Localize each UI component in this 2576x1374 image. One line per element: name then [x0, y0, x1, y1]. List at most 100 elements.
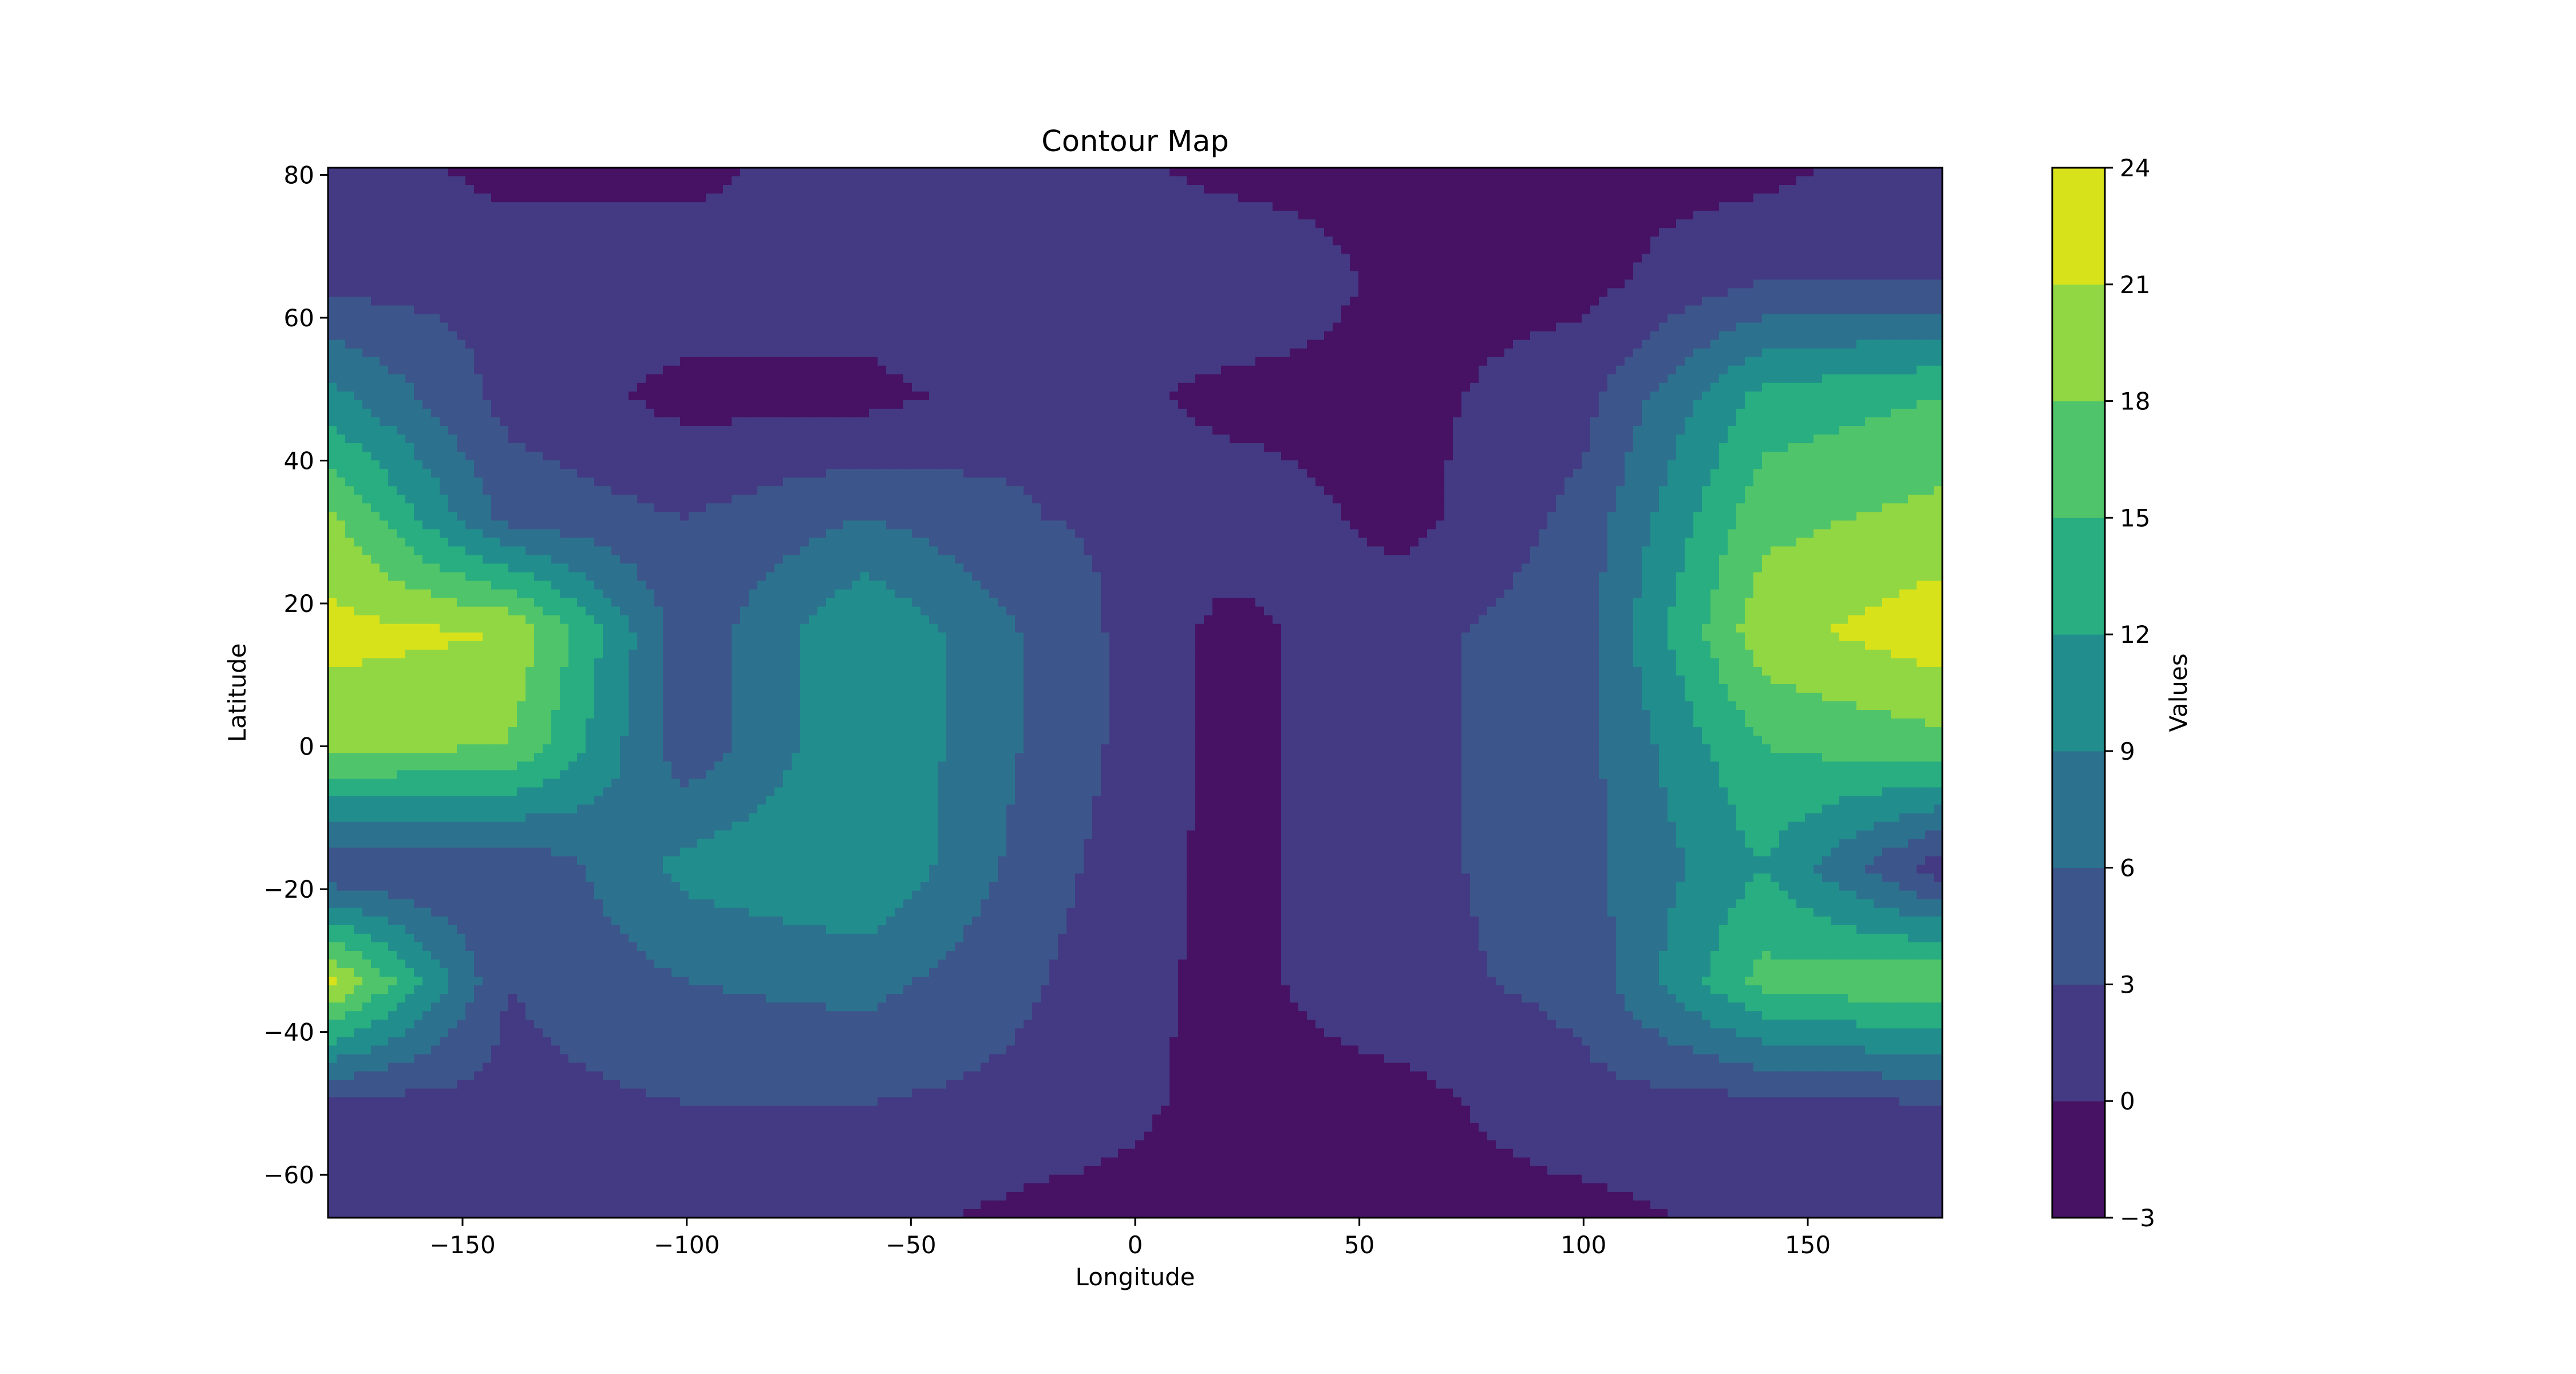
contour-cell: [1917, 288, 1926, 297]
contour-cell: [938, 219, 947, 228]
contour-cell: [972, 168, 981, 177]
contour-cell: [1436, 323, 1445, 332]
contour-cell: [1015, 357, 1024, 366]
contour-cell: [783, 314, 792, 323]
contour-cell: [1788, 168, 1797, 177]
contour-cell: [946, 297, 955, 306]
contour-cell: [1831, 228, 1840, 237]
contour-cell: [809, 228, 818, 237]
contour-cell: [1539, 185, 1548, 194]
contour-cell: [1178, 194, 1187, 203]
contour-cell: [1633, 306, 1642, 315]
contour-cell: [500, 306, 509, 315]
contour-cell: [465, 279, 475, 289]
contour-cell: [526, 176, 535, 185]
contour-cell: [1341, 288, 1350, 297]
contour-cell: [1728, 349, 1737, 358]
contour-cell: [1839, 297, 1848, 306]
contour-cell: [800, 323, 809, 332]
contour-cell: [637, 279, 646, 289]
contour-cell: [354, 392, 363, 401]
contour-cell: [1522, 262, 1531, 271]
contour-cell: [1444, 366, 1453, 375]
contour-cell: [1779, 279, 1788, 289]
contour-cell: [577, 366, 586, 375]
contour-cell: [1461, 211, 1471, 220]
contour-cell: [843, 374, 852, 384]
contour-cell: [972, 323, 981, 332]
contour-cell: [1779, 185, 1788, 194]
contour-cell: [431, 288, 440, 297]
contour-cell: [1032, 176, 1041, 185]
contour-cell: [895, 228, 904, 237]
contour-cell: [1925, 236, 1934, 246]
contour-cell: [1762, 288, 1771, 297]
contour-cell: [1075, 211, 1084, 220]
contour-cell: [1530, 297, 1539, 306]
contour-cell: [1685, 366, 1694, 375]
contour-cell: [328, 288, 337, 297]
contour-cell: [1461, 297, 1471, 306]
contour-cell: [1874, 323, 1883, 332]
contour-cell: [852, 366, 861, 375]
contour-cell: [1075, 202, 1084, 211]
contour-cell: [1710, 202, 1720, 211]
contour-cell: [526, 314, 535, 323]
contour-cell: [998, 219, 1007, 228]
contour-cell: [723, 306, 732, 315]
contour-cell: [337, 306, 346, 315]
contour-cell: [1796, 340, 1805, 349]
contour-cell: [1513, 236, 1522, 246]
contour-cell: [1710, 262, 1720, 271]
contour-cell: [1891, 306, 1900, 315]
contour-cell: [835, 279, 844, 289]
contour-cell: [1066, 271, 1076, 280]
contour-cell: [835, 236, 844, 246]
contour-cell: [594, 297, 603, 306]
contour-cell: [800, 357, 809, 366]
contour-cell: [1006, 366, 1016, 375]
contour-cell: [1127, 219, 1136, 228]
contour-cell: [491, 331, 500, 341]
contour-cell: [740, 357, 749, 366]
contour-cell: [1891, 202, 1900, 211]
contour-cell: [1410, 219, 1419, 228]
contour-cell: [671, 374, 681, 384]
contour-cell: [1633, 245, 1642, 254]
contour-cell: [1427, 279, 1436, 289]
contour-cell: [1470, 245, 1479, 254]
contour-cell: [1573, 168, 1582, 177]
contour-cell: [697, 211, 706, 220]
contour-cell: [1315, 288, 1325, 297]
contour-cell: [1341, 211, 1350, 220]
contour-cell: [981, 245, 990, 254]
contour-cell: [1075, 297, 1084, 306]
contour-cell: [1633, 323, 1642, 332]
contour-cell: [354, 331, 363, 341]
contour-cell: [749, 297, 758, 306]
contour-cell: [1401, 271, 1411, 280]
contour-cell: [543, 168, 552, 177]
contour-cell: [1745, 228, 1754, 237]
contour-cell: [1728, 314, 1737, 323]
contour-cell: [663, 357, 672, 366]
contour-cell: [1539, 349, 1548, 358]
contour-cell: [1101, 331, 1110, 341]
contour-cell: [1891, 349, 1900, 358]
contour-cell: [646, 331, 655, 341]
contour-cell: [1668, 194, 1677, 203]
contour-cell: [1307, 271, 1316, 280]
contour-cell: [817, 392, 827, 401]
contour-cell: [354, 262, 363, 271]
contour-cell: [1625, 271, 1634, 280]
contour-cell: [1848, 185, 1857, 194]
contour-cell: [723, 236, 732, 246]
contour-cell: [1307, 314, 1316, 323]
contour-cell: [1358, 349, 1368, 358]
contour-cell: [1238, 314, 1247, 323]
contour-cell: [517, 262, 526, 271]
contour-cell: [629, 211, 638, 220]
contour-cell: [405, 374, 414, 384]
contour-cell: [886, 279, 895, 289]
contour-cell: [508, 245, 517, 254]
